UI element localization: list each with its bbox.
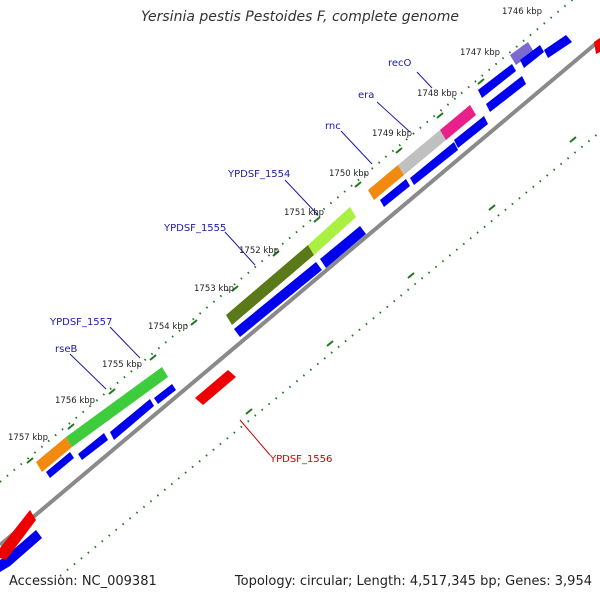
accession-label: Accession: NC_009381 xyxy=(9,574,157,589)
genome-backbone xyxy=(0,38,600,547)
gene-bar-olive xyxy=(226,245,314,325)
major-ticks xyxy=(26,45,577,464)
kbp-label: 1748 kbp xyxy=(417,89,457,99)
gene-bar-green xyxy=(66,367,168,447)
kbp-label: 1752 kbp xyxy=(239,246,279,256)
cds-arrows-blue xyxy=(0,35,572,572)
gene-label-ypdsf-1554: YPDSF_1554 xyxy=(227,169,290,180)
gene-label-reco: recO xyxy=(388,58,412,69)
gene-label-ypdsf-1556: YPDSF_1556 xyxy=(269,454,332,465)
kbp-label: 1755 kbp xyxy=(102,360,142,370)
inner-tick-row xyxy=(59,131,600,577)
gene-label-rseb: rseB xyxy=(55,344,77,355)
gene-bar-violet xyxy=(510,42,534,65)
kbp-label: 1757 kbp xyxy=(8,433,48,443)
gene-label-ypdsf-1557: YPDSF_1557 xyxy=(49,317,112,328)
gene-bar-lime xyxy=(308,207,356,255)
gene-bar-magenta xyxy=(440,105,476,140)
gene-arrow-ypdsf-1556 xyxy=(195,370,236,405)
kbp-label: 1756 kbp xyxy=(55,396,95,406)
outer-tick-row xyxy=(0,0,574,483)
cds-arrows-red xyxy=(0,38,600,560)
genome-summary: Topology: circular; Length: 4,517,345 bp… xyxy=(234,574,592,589)
kbp-label: 1746 kbp xyxy=(502,7,542,17)
gene-label-ypdsf-1555: YPDSF_1555 xyxy=(163,223,226,234)
gene-label-leaders xyxy=(69,71,433,456)
gene-label-era: era xyxy=(358,90,374,101)
gene-bar-gray xyxy=(398,130,446,175)
gene-bar-orange xyxy=(368,165,404,200)
kbp-label: 1754 kbp xyxy=(148,322,188,332)
kbp-label: 1750 kbp xyxy=(329,169,369,179)
feature-lane-top xyxy=(36,42,534,472)
kbp-label: 1747 kbp xyxy=(460,48,500,58)
kbp-label: 1753 kbp xyxy=(194,284,234,294)
kbp-label: 1749 kbp xyxy=(372,129,412,139)
gene-bar-orange-top xyxy=(36,437,72,472)
genome-title: Yersinia pestis Pestoides F, complete ge… xyxy=(141,9,459,25)
kbp-label: 1751 kbp xyxy=(284,208,324,218)
gene-label-rnc: rnc xyxy=(325,121,341,132)
